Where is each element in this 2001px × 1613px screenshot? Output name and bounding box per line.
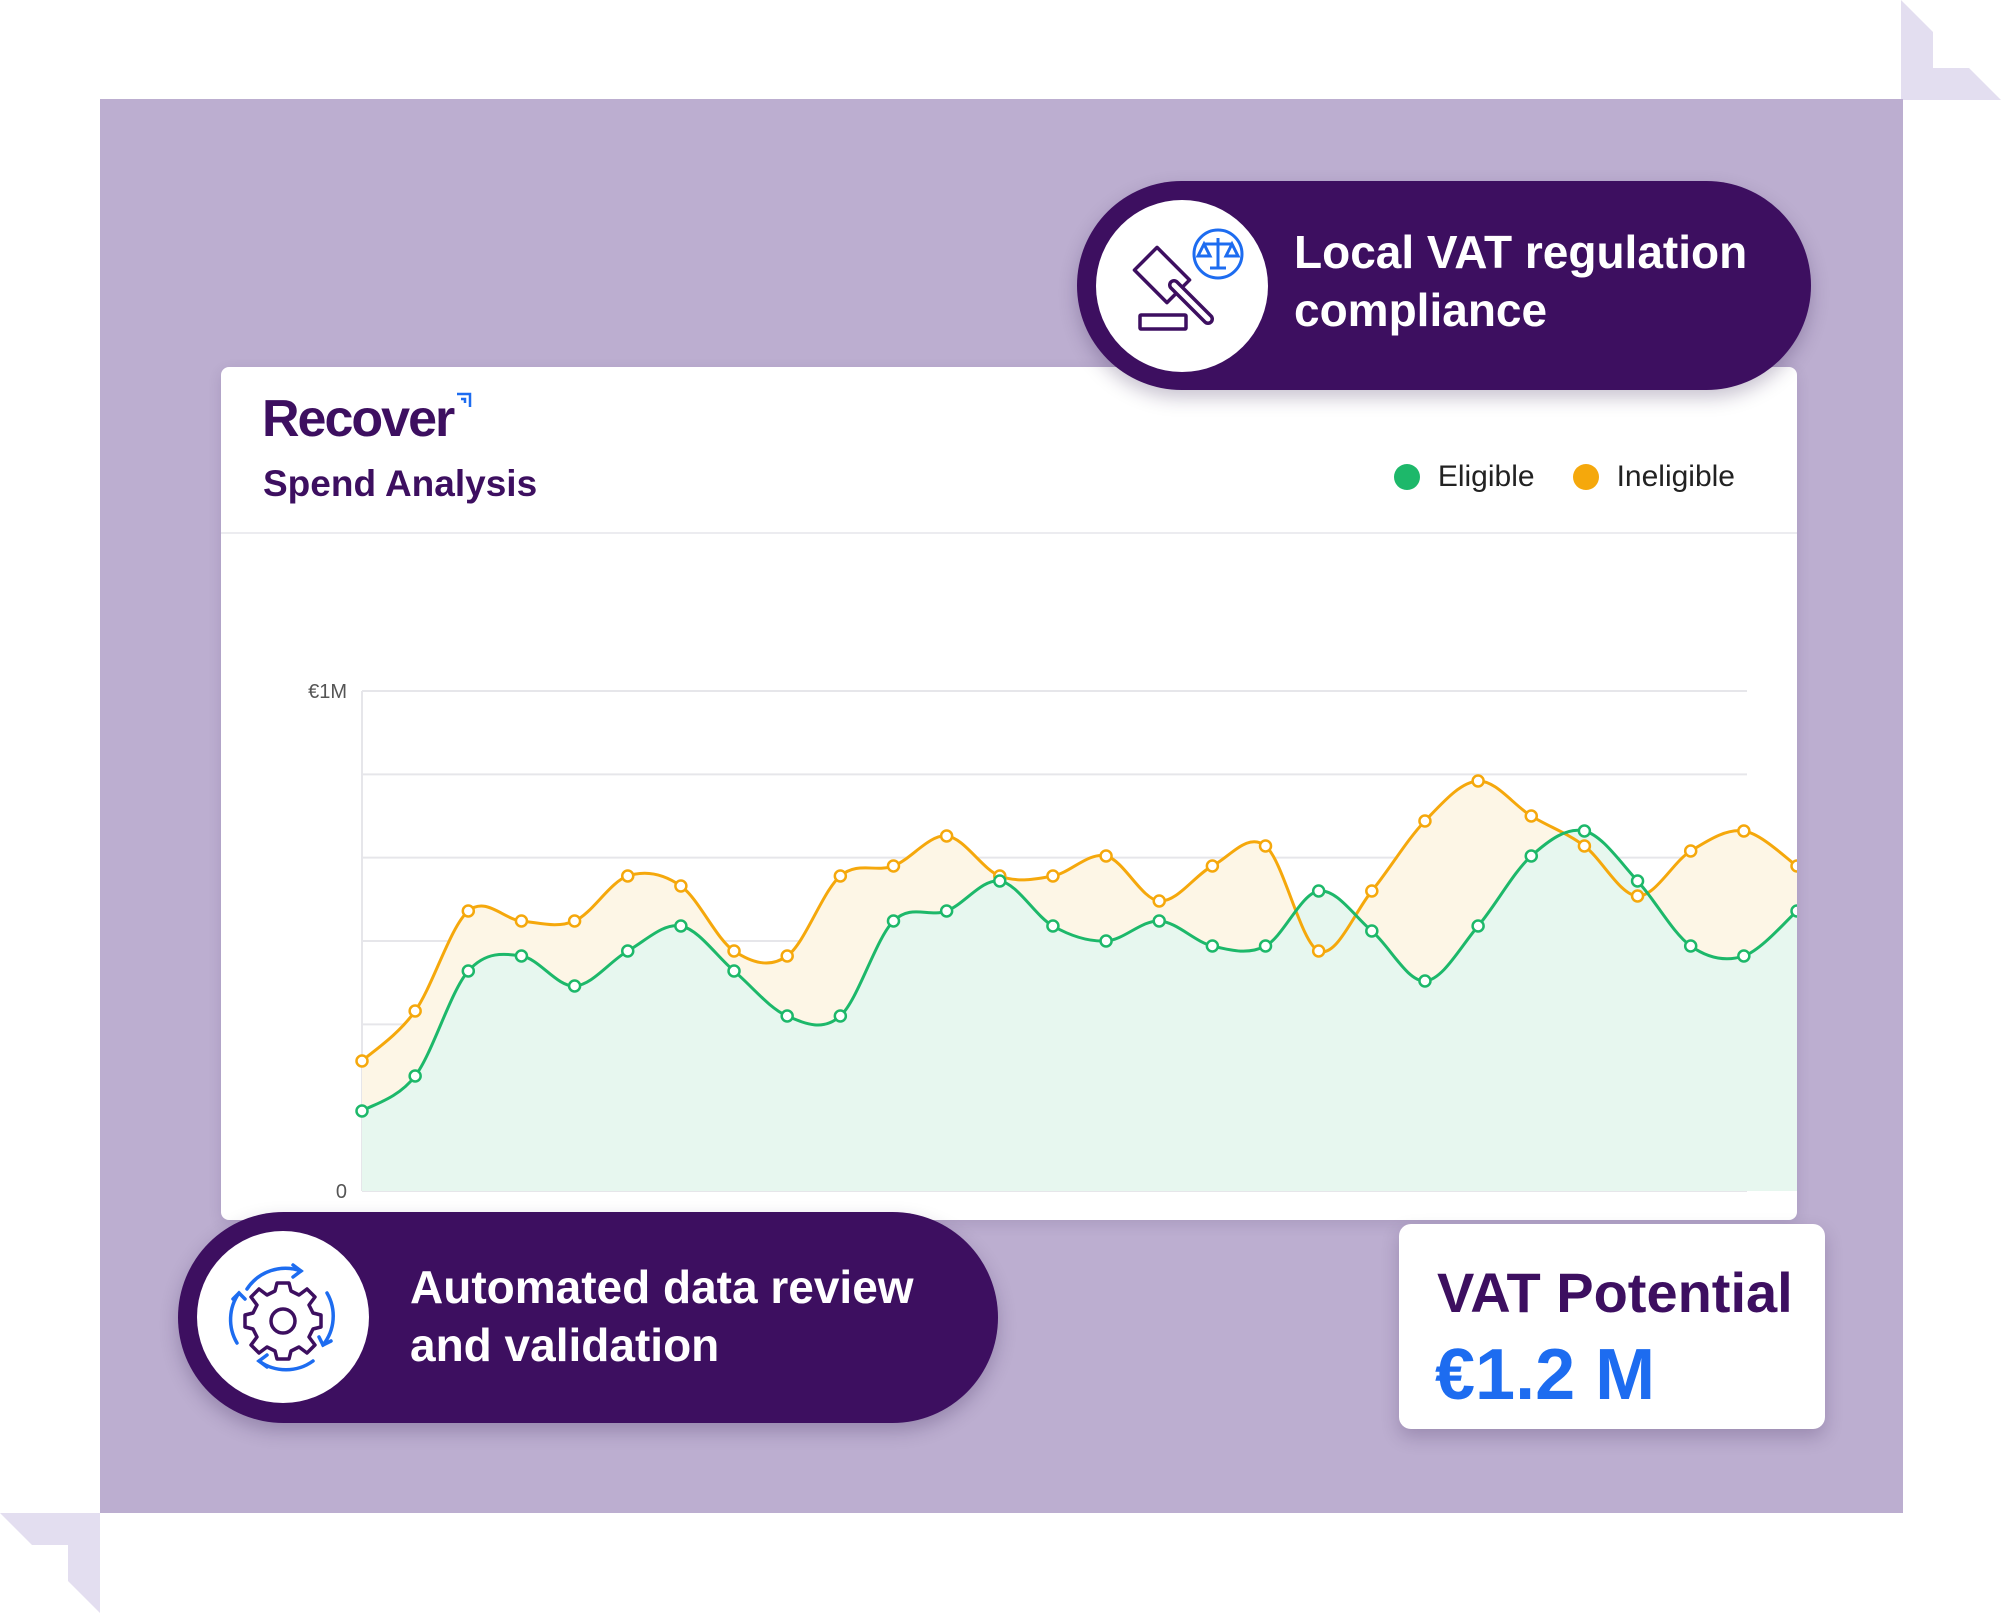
ineligible-point	[1418, 814, 1432, 828]
eligible-line	[361, 828, 1797, 1113]
ineligible-point	[408, 1004, 422, 1018]
ineligible-point	[1365, 884, 1379, 898]
ineligible-point	[567, 914, 582, 928]
eligible-point	[1152, 914, 1166, 928]
y-tick-label: 0	[336, 1181, 347, 1203]
gear-cycle-icon	[228, 1263, 335, 1372]
logo-text: Recover	[262, 390, 455, 448]
spend-chart: €1M0JanFebMarAprMayJunJulAugSepOctDec	[308, 681, 1797, 1203]
legend-dot-ineligible	[1572, 464, 1599, 490]
eligible-point	[780, 1009, 794, 1023]
eligible-point	[1524, 849, 1539, 863]
ineligible-point	[514, 914, 529, 928]
eligible-point	[1471, 919, 1485, 933]
compliance-text: Local VAT regulation compliance	[1294, 223, 1794, 339]
chart-legend: Eligible Ineligible	[1356, 460, 1735, 494]
legend-label-eligible: Eligible	[1437, 460, 1535, 493]
ineligible-point	[1737, 824, 1751, 838]
eligible-point	[1630, 874, 1645, 888]
eligible-point	[1790, 904, 1797, 918]
ineligible-point	[1099, 849, 1113, 863]
eligible-point	[1737, 949, 1751, 963]
eligible-point	[939, 904, 954, 918]
ineligible-point	[1790, 859, 1797, 873]
ineligible-point	[674, 879, 688, 893]
y-tick-label: €1M	[308, 681, 347, 703]
ineligible-point	[1471, 774, 1485, 788]
legend-item-eligible[interactable]: Eligible	[1393, 460, 1535, 494]
automation-line-2: and validation	[410, 1319, 720, 1371]
ineligible-line	[360, 779, 1797, 1063]
spend-analysis-card: Recover Spend Analysis Eligible Ineligib…	[221, 367, 1797, 1220]
ineligible-point	[620, 869, 635, 883]
eligible-point	[1418, 974, 1432, 988]
eligible-point	[727, 964, 741, 978]
eligible-point	[993, 874, 1007, 888]
card-header: Recover Spend Analysis Eligible Ineligib…	[221, 367, 1797, 534]
automation-badge: Automated data review and validation	[178, 1212, 998, 1423]
ineligible-point	[1152, 894, 1166, 908]
ineligible-point	[727, 944, 741, 958]
vat-potential-card: VAT Potential €1.2 M	[1399, 1224, 1825, 1429]
recover-logo: Recover	[262, 389, 473, 449]
ineligible-point	[1577, 839, 1592, 853]
ineligible-point	[1524, 809, 1539, 823]
corner-decoration-bottom-left	[0, 1513, 100, 1613]
legend-label-ineligible: Ineligible	[1616, 460, 1735, 493]
ineligible-point	[886, 859, 901, 873]
corner-decoration-top-right	[1901, 0, 2001, 100]
eligible-point	[1258, 939, 1273, 953]
compliance-line-2: compliance	[1294, 284, 1548, 336]
chart-title: Spend Analysis	[263, 463, 538, 504]
eligible-point	[355, 1104, 369, 1118]
ineligible-point	[1258, 839, 1273, 853]
automation-text: Automated data review and validation	[410, 1258, 990, 1374]
eligible-point	[1046, 919, 1060, 933]
ineligible-point	[1683, 844, 1698, 858]
legend-dot-eligible	[1393, 464, 1420, 490]
eligible-point	[567, 979, 582, 993]
eligible-point	[1205, 939, 1220, 953]
eligible-point	[1099, 934, 1113, 948]
eligible-point	[1577, 824, 1592, 838]
eligible-point	[833, 1009, 848, 1023]
gavel-scales-icon	[1132, 228, 1244, 331]
compliance-badge: Local VAT regulation compliance	[1077, 181, 1811, 390]
legend-item-ineligible[interactable]: Ineligible	[1572, 460, 1735, 494]
eligible-point	[408, 1069, 422, 1083]
eligible-point	[1311, 884, 1326, 898]
automation-icon-circle	[197, 1231, 369, 1403]
ineligible-point	[833, 869, 848, 883]
ineligible-point	[355, 1054, 369, 1068]
ineligible-point	[939, 829, 954, 843]
automation-line-1: Automated data review	[410, 1261, 914, 1313]
eligible-point	[514, 949, 529, 963]
ineligible-point	[1630, 889, 1645, 903]
compliance-line-1: Local VAT regulation	[1294, 226, 1748, 278]
ineligible-point	[1205, 859, 1220, 873]
eligible-point	[1683, 939, 1698, 953]
eligible-point	[674, 919, 688, 933]
corner-arrow-icon	[457, 392, 472, 407]
ineligible-point	[1311, 944, 1326, 958]
eligible-point	[461, 964, 476, 978]
ineligible-point	[461, 904, 476, 918]
vat-potential-value: €1.2 M	[1435, 1335, 1656, 1415]
eligible-point	[620, 944, 635, 958]
eligible-point	[1365, 924, 1379, 938]
vat-potential-label: VAT Potential	[1437, 1261, 1793, 1324]
compliance-icon-circle	[1096, 200, 1268, 372]
ineligible-point	[1046, 869, 1060, 883]
ineligible-point	[780, 949, 794, 963]
eligible-area	[362, 830, 1797, 1191]
eligible-point	[886, 914, 901, 928]
